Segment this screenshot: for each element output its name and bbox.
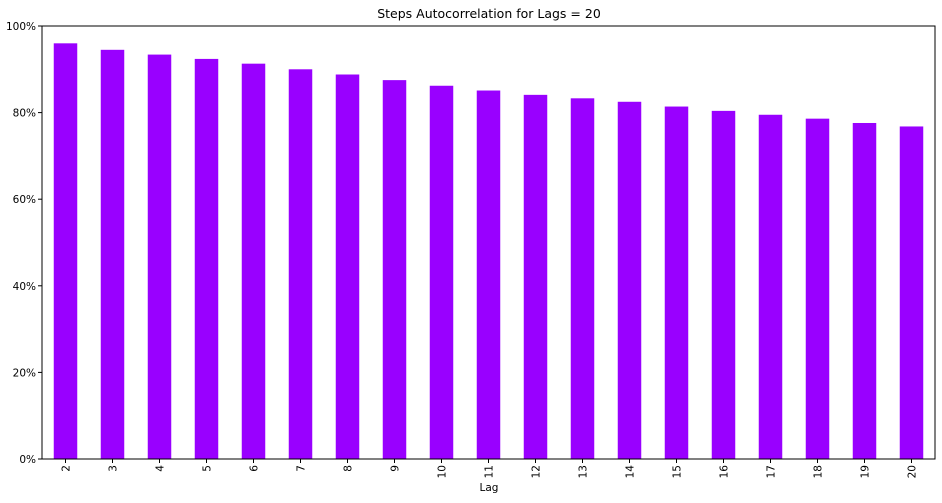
y-tick-label: 20%	[13, 367, 36, 379]
x-tick-label: 5	[202, 465, 214, 472]
bar-lag-14	[617, 101, 642, 459]
x-tick-label: 4	[155, 465, 167, 472]
bar-lag-13	[570, 98, 595, 459]
x-tick-label: 12	[531, 465, 543, 478]
bar-lag-12	[523, 94, 548, 459]
bar-lag-10	[429, 85, 454, 459]
y-tick-label: 0%	[19, 454, 36, 466]
bar-lag-11	[476, 90, 501, 460]
x-tick-label: 20	[907, 465, 919, 478]
x-tick-label: 14	[625, 465, 637, 479]
x-tick-label: 7	[296, 465, 308, 472]
chart-title: Steps Autocorrelation for Lags = 20	[377, 6, 601, 21]
x-tick-label: 19	[860, 465, 872, 478]
x-tick-label: 10	[437, 465, 449, 478]
bar-lag-20	[899, 126, 924, 460]
bar-lag-2	[53, 43, 78, 459]
x-tick-label: 17	[766, 465, 778, 478]
x-tick-label: 16	[719, 465, 731, 479]
x-tick-label: 15	[672, 465, 684, 478]
bar-lag-9	[382, 80, 407, 460]
x-tick-label: 6	[249, 465, 261, 472]
bar-lag-5	[194, 58, 219, 459]
x-tick-label: 18	[813, 465, 825, 478]
y-tick-label: 80%	[13, 108, 36, 120]
y-tick-label: 100%	[6, 21, 36, 33]
y-tick-label: 60%	[13, 194, 36, 206]
bar-lag-3	[100, 49, 125, 460]
bar-lag-15	[664, 106, 689, 459]
plot-area: 0% 20% 40% 60% 80% 100% 2 3 4 5 6 7 8 9 10 11 12 13 14 15 16…	[6, 21, 936, 479]
x-axis-label: Lag	[480, 482, 499, 494]
x-tick-label: 2	[61, 465, 73, 472]
bar-lag-18	[805, 118, 830, 459]
x-tick-label: 11	[484, 465, 496, 478]
y-tick-label: 40%	[13, 281, 36, 293]
bar-lag-4	[147, 54, 172, 459]
x-tick-label: 13	[578, 465, 590, 478]
bar-lag-16	[711, 110, 736, 460]
x-tick-label: 9	[390, 465, 402, 472]
x-tick-label: 8	[343, 465, 355, 472]
bar-lag-19	[852, 122, 877, 460]
x-tick-label: 3	[108, 465, 120, 472]
bar-lag-7	[288, 69, 313, 460]
bar-lag-17	[758, 114, 783, 459]
bar-lag-8	[335, 74, 360, 459]
bar-lag-6	[241, 63, 266, 460]
